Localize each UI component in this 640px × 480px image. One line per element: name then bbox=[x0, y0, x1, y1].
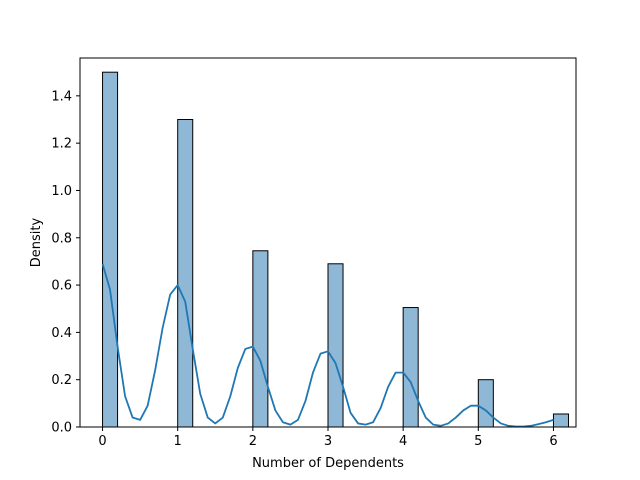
histogram-bar bbox=[252, 250, 269, 428]
x-tick-label: 2 bbox=[249, 434, 257, 449]
x-tick-label: 3 bbox=[324, 434, 332, 449]
y-tick-label: 0.8 bbox=[51, 231, 72, 246]
histogram-bar bbox=[477, 379, 494, 428]
x-tick-label: 5 bbox=[474, 434, 482, 449]
x-axis-ticks: 0 1 2 3 4 5 6 bbox=[98, 427, 558, 449]
y-tick-label: 1.2 bbox=[51, 137, 72, 152]
x-axis-label: Number of Dependents bbox=[252, 456, 404, 471]
histogram-bars bbox=[102, 71, 569, 428]
histogram-bar bbox=[552, 413, 569, 428]
y-axis-label: Density bbox=[29, 217, 44, 267]
y-tick-label: 1.0 bbox=[51, 184, 72, 199]
histogram-bar bbox=[402, 307, 419, 428]
y-tick-label: 0.4 bbox=[51, 326, 72, 341]
x-tick-label: 1 bbox=[174, 434, 182, 449]
histogram-bar bbox=[327, 263, 344, 428]
x-tick-label: 4 bbox=[399, 434, 407, 449]
kde-curve-layer bbox=[101, 263, 554, 428]
y-tick-label: 0.2 bbox=[51, 373, 72, 388]
y-tick-label: 0.6 bbox=[51, 279, 72, 294]
y-tick-label: 1.4 bbox=[51, 89, 72, 104]
y-axis-ticks: 0.0 0.2 0.4 0.6 0.8 1.0 1.2 1.4 bbox=[51, 89, 80, 436]
y-tick-label: 0.0 bbox=[51, 421, 72, 436]
histogram-bar bbox=[177, 119, 194, 428]
histogram-bar bbox=[102, 71, 119, 428]
x-tick-label: 0 bbox=[98, 434, 106, 449]
kde-curve bbox=[101, 263, 554, 428]
x-tick-label: 6 bbox=[549, 434, 557, 449]
